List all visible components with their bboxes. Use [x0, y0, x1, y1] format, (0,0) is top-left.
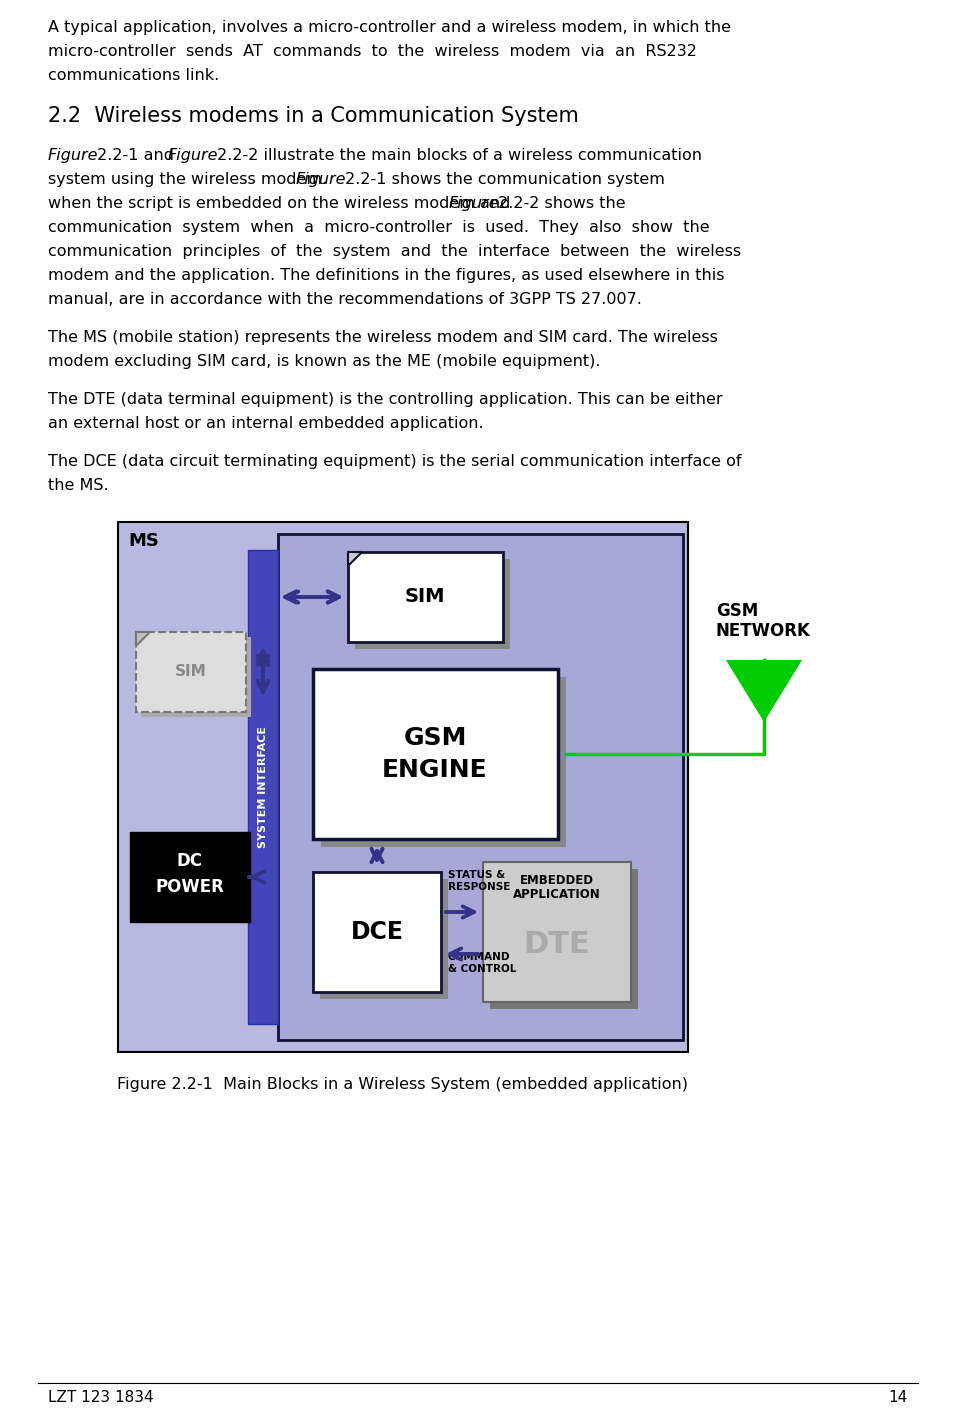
Text: Figure: Figure — [168, 149, 219, 163]
Text: micro-controller  sends  AT  commands  to  the  wireless  modem  via  an  RS232: micro-controller sends AT commands to th… — [48, 44, 697, 59]
Text: modem and the application. The definitions in the figures, as used elsewhere in : modem and the application. The definitio… — [48, 268, 725, 283]
Text: EMBEDDED: EMBEDDED — [520, 874, 594, 886]
Text: The MS (mobile station) represents the wireless modem and SIM card. The wireless: The MS (mobile station) represents the w… — [48, 330, 718, 346]
Text: the MS.: the MS. — [48, 479, 109, 493]
Text: SIM: SIM — [175, 664, 206, 680]
FancyBboxPatch shape — [490, 869, 638, 1010]
FancyBboxPatch shape — [130, 833, 250, 922]
Text: A typical application, involves a micro-controller and a wireless modem, in whic: A typical application, involves a micro-… — [48, 20, 731, 35]
FancyBboxPatch shape — [136, 632, 246, 712]
Text: COMMAND: COMMAND — [448, 952, 511, 961]
Text: RESPONSE: RESPONSE — [448, 882, 511, 892]
Text: communications link.: communications link. — [48, 68, 219, 84]
FancyBboxPatch shape — [483, 862, 631, 1003]
Text: Figure: Figure — [48, 149, 98, 163]
Text: SIM: SIM — [404, 588, 445, 606]
Text: 2.2-2 shows the: 2.2-2 shows the — [493, 195, 625, 211]
Text: The DCE (data circuit terminating equipment) is the serial communication interfa: The DCE (data circuit terminating equipm… — [48, 455, 742, 469]
Text: DC: DC — [177, 852, 203, 869]
Text: Figure: Figure — [296, 171, 346, 187]
Text: ENGINE: ENGINE — [382, 758, 488, 782]
Text: an external host or an internal embedded application.: an external host or an internal embedded… — [48, 416, 484, 430]
FancyBboxPatch shape — [118, 523, 688, 1052]
FancyBboxPatch shape — [348, 552, 503, 641]
Text: 14: 14 — [889, 1391, 908, 1405]
FancyBboxPatch shape — [141, 637, 251, 716]
Text: 2.2  Wireless modems in a Communication System: 2.2 Wireless modems in a Communication S… — [48, 106, 578, 126]
FancyBboxPatch shape — [313, 872, 441, 993]
Text: LZT 123 1834: LZT 123 1834 — [48, 1391, 154, 1405]
Text: STATUS &: STATUS & — [448, 869, 505, 879]
Text: when the script is embedded on the wireless modem and: when the script is embedded on the wirel… — [48, 195, 515, 211]
Text: manual, are in accordance with the recommendations of 3GPP TS 27.007.: manual, are in accordance with the recom… — [48, 292, 641, 307]
Text: modem excluding SIM card, is known as the ME (mobile equipment).: modem excluding SIM card, is known as th… — [48, 354, 600, 370]
Polygon shape — [348, 552, 362, 566]
Text: 2.2-2 illustrate the main blocks of a wireless communication: 2.2-2 illustrate the main blocks of a wi… — [212, 149, 702, 163]
Text: NETWORK: NETWORK — [716, 622, 811, 640]
Text: SYSTEM INTERFACE: SYSTEM INTERFACE — [258, 726, 268, 848]
FancyBboxPatch shape — [320, 879, 448, 1000]
Text: APPLICATION: APPLICATION — [513, 888, 601, 901]
FancyBboxPatch shape — [248, 549, 278, 1024]
Text: communication  system  when  a  micro-controller  is  used.  They  also  show  t: communication system when a micro-contro… — [48, 219, 709, 235]
Text: 2.2-1 and: 2.2-1 and — [92, 149, 179, 163]
Text: MS: MS — [128, 532, 159, 549]
Text: The DTE (data terminal equipment) is the controlling application. This can be ei: The DTE (data terminal equipment) is the… — [48, 392, 723, 406]
Text: Figure 2.2-1  Main Blocks in a Wireless System (embedded application): Figure 2.2-1 Main Blocks in a Wireless S… — [118, 1078, 688, 1092]
Text: & CONTROL: & CONTROL — [448, 964, 516, 974]
FancyBboxPatch shape — [355, 559, 510, 649]
Text: communication  principles  of  the  system  and  the  interface  between  the  w: communication principles of the system a… — [48, 244, 741, 259]
FancyBboxPatch shape — [321, 677, 566, 847]
Text: Figure: Figure — [449, 195, 499, 211]
FancyBboxPatch shape — [278, 534, 683, 1039]
Text: system using the wireless modem.: system using the wireless modem. — [48, 171, 333, 187]
Polygon shape — [136, 632, 150, 646]
Text: GSM: GSM — [403, 726, 467, 750]
Polygon shape — [726, 660, 802, 722]
Text: DTE: DTE — [524, 930, 591, 959]
Text: GSM: GSM — [716, 602, 758, 620]
FancyBboxPatch shape — [313, 668, 558, 840]
Text: POWER: POWER — [156, 878, 225, 896]
Text: 2.2-1 shows the communication system: 2.2-1 shows the communication system — [340, 171, 664, 187]
Text: DCE: DCE — [351, 920, 403, 944]
